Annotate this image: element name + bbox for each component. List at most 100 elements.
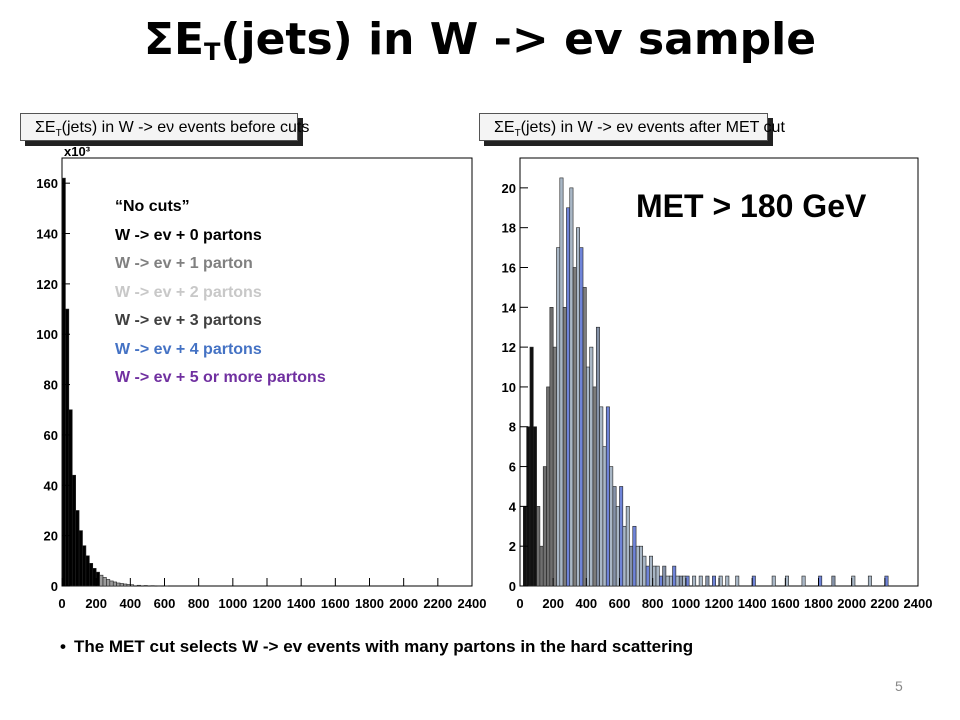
histogram-bar [632,525,637,587]
histogram-bar [75,510,80,587]
histogram-bar [119,583,124,587]
histogram-bar [599,406,604,587]
y-tick-label: 16 [502,260,516,275]
histogram-bar [89,563,94,587]
histogram-bar [556,247,561,587]
histogram-bar [589,346,594,587]
histogram-bar [579,247,584,587]
y-tick-label: 100 [36,327,58,342]
histogram-bar [725,575,730,587]
legend-item: W -> ev + 3 partons [115,312,262,329]
histogram-bar [692,575,697,587]
bullet-note: • The MET cut selects W -> ev events with… [60,637,694,656]
y-tick-label: 12 [502,340,516,355]
y-tick-label: 40 [44,478,58,493]
x-tick-label: 1800 [804,596,833,611]
x-tick-label: 1200 [705,596,734,611]
left-panel-title: ΣET(jets) in W -> eν events before cuts [20,113,309,141]
histogram-bar [831,575,836,587]
histogram-bar [549,307,554,587]
histogram-bar [592,386,597,587]
histogram-bar [68,409,73,587]
histogram-bar [625,506,630,587]
histogram-bar [602,446,607,587]
x-tick-label: 600 [154,596,176,611]
y-tick-label: 20 [502,181,516,196]
histogram-bar [678,575,683,587]
legend-item: W -> ev + 2 partons [115,283,262,301]
x-tick-label: 200 [85,596,107,611]
histogram-bar [562,307,567,587]
histogram-bar [619,486,624,587]
y-axis-exponent-label: x10³ [64,144,91,159]
y-tick-label: 4 [509,499,517,514]
y-tick-label: 0 [509,579,516,594]
histogram-bar [655,565,660,587]
histogram-bar [662,565,667,587]
legend-item: “No cuts” [115,198,190,215]
histogram-bar [106,579,111,587]
histogram-bar [672,565,677,587]
x-tick-label: 2200 [870,596,899,611]
histogram-bar [559,177,564,587]
y-tick-label: 140 [36,227,58,242]
histogram-bar [615,506,620,587]
histogram-bar [61,177,66,587]
histogram-bar [112,581,117,587]
histogram-bar [586,366,590,587]
histogram-bar [130,584,135,587]
x-tick-label: 2200 [423,596,452,611]
histogram-bar [622,525,627,587]
x-tick-label: 400 [575,596,597,611]
histogram-bar [536,506,541,587]
histogram-bar [576,227,581,587]
histogram-bar [552,346,557,587]
histogram-bar [99,574,104,587]
x-tick-label: 1400 [738,596,767,611]
histogram-bar [542,466,547,587]
histogram-bar [705,575,710,587]
histogram-bar [675,575,680,587]
x-tick-label: 600 [609,596,631,611]
met-cut-annotation: MET > 180 GeV [636,188,867,224]
histogram-bar [612,486,617,587]
histogram-bar [801,575,806,587]
histogram-bar [102,577,107,587]
x-tick-label: 2400 [458,596,487,611]
histogram-bar [595,326,600,587]
y-tick-label: 60 [44,428,58,443]
histogram-bar [71,474,76,587]
histogram-bar [116,582,121,587]
histogram-bar [532,426,537,587]
legend-item: W -> ev + 4 partons [115,340,262,358]
x-tick-label: 1800 [355,596,384,611]
histogram-bar [629,545,634,587]
legend: “No cuts” W -> ev + 0 partons W -> ev + 1 … [115,193,326,393]
histogram-bar [546,386,551,587]
x-tick-label: 1400 [287,596,316,611]
histogram-bar [109,580,114,587]
histogram-bar [123,583,128,587]
y-tick-label: 80 [44,378,58,393]
x-tick-label: 400 [119,596,141,611]
histogram-bar [665,575,670,587]
x-tick-label: 1600 [321,596,350,611]
x-tick-label: 800 [188,596,210,611]
x-tick-label: 0 [58,596,65,611]
histogram-bar [82,545,87,587]
x-tick-label: 800 [642,596,664,611]
histogram-bar [635,545,640,587]
histogram-bar [136,584,141,587]
histogram-bar [639,545,644,587]
y-tick-label: 120 [36,277,58,292]
x-tick-label: 2000 [389,596,418,611]
y-tick-label: 0 [51,579,58,594]
histogram-bar [698,575,703,587]
histogram-bar [605,406,610,587]
histogram-bar [712,575,716,587]
legend-item: W -> ev + 0 partons [115,226,262,244]
histogram-bar [735,575,740,587]
x-tick-label: 1000 [218,596,247,611]
y-tick-label: 10 [502,380,516,395]
